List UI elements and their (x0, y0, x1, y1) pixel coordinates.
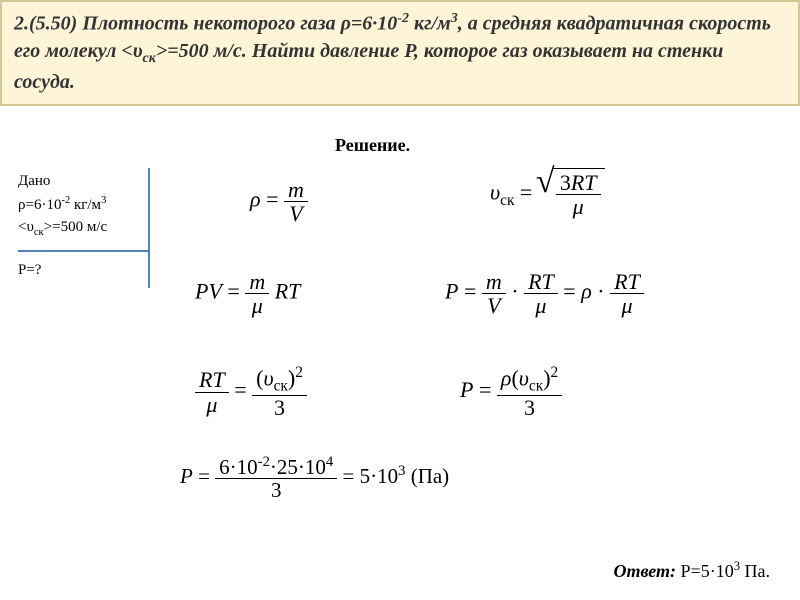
formula-rms-velocity: υск = 3RT μ (490, 168, 605, 218)
answer: Ответ: P=5·103 Па. (613, 559, 770, 582)
formula-pressure-final: P = ρ(υск)2 3 (460, 365, 562, 419)
formula-density: ρ = m V (250, 178, 308, 225)
given-title: Дано (18, 170, 107, 193)
given-divider-horizontal (18, 250, 148, 252)
given-line-2: <υск>=500 м/с (18, 216, 107, 241)
given-block: Дано ρ=6·10-2 кг/м3 <υск>=500 м/с (18, 170, 107, 241)
formula-ideal-gas: PV = m μ RT (195, 270, 300, 317)
given-divider-vertical (148, 168, 150, 288)
solution-label: Решение. (335, 135, 410, 156)
problem-statement-box: 2.(5.50) Плотность некоторого газа ρ=6·1… (0, 0, 800, 106)
answer-label: Ответ: (613, 561, 676, 581)
problem-number: 2.(5.50) (14, 13, 77, 35)
find-block: P=? (18, 262, 41, 279)
formula-calculation: P = 6·10-2·25·104 3 = 5·103 (Па) (180, 455, 449, 501)
formula-rt-over-mu: RT μ = (υск)2 3 (195, 365, 307, 419)
given-line-1: ρ=6·10-2 кг/м3 (18, 193, 107, 217)
problem-text: 2.(5.50) Плотность некоторого газа ρ=6·1… (14, 10, 786, 96)
formula-pressure-derivation: P = m V · RT μ = ρ · RT μ (445, 270, 644, 317)
